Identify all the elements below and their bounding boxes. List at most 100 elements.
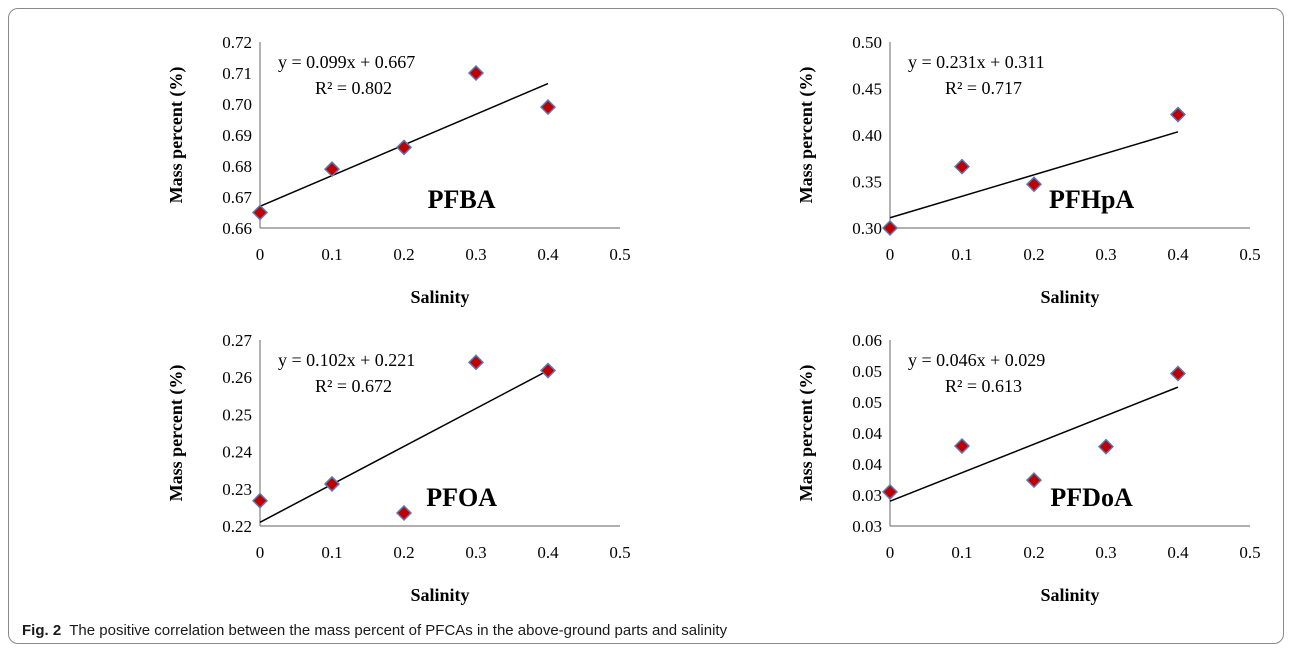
- data-point: [539, 99, 557, 116]
- data-point: [881, 483, 899, 500]
- y-axis-title: Mass percent (%): [166, 365, 187, 502]
- x-tick-label: 0.4: [1167, 245, 1189, 264]
- x-tick-label: 0.3: [1095, 543, 1116, 562]
- compound-name: PFBA: [428, 185, 496, 214]
- r-squared: R² = 0.613: [945, 376, 1022, 396]
- y-tick-label: 0.05: [852, 393, 882, 412]
- trendline: [889, 131, 1179, 219]
- y-tick-label: 0.71: [222, 64, 252, 83]
- chart-svg: 0.03 0.03 0.04 0.04 0.05 0.05 0.06 0 0.1 0.2 0.3 0.…: [796, 331, 1261, 605]
- x-tick-label: 0: [886, 245, 895, 264]
- y-tick-label: 0.68: [222, 157, 252, 176]
- x-tick-label: 0.1: [321, 245, 342, 264]
- x-axis-title: Salinity: [1040, 287, 1099, 307]
- x-tick-label: 0.5: [609, 245, 630, 264]
- trendline: [259, 369, 549, 523]
- y-axis-title: Mass percent (%): [166, 67, 187, 204]
- data-point: [953, 437, 971, 455]
- r-squared: R² = 0.717: [945, 78, 1022, 98]
- figure-frame: [8, 8, 1284, 644]
- y-tick-label: 0.23: [222, 480, 252, 499]
- data-point: [1169, 106, 1187, 123]
- x-tick-label: 0.1: [321, 543, 342, 562]
- y-tick-label: 0.70: [222, 95, 252, 114]
- x-tick-label: 0.5: [609, 543, 630, 562]
- r-squared: R² = 0.672: [315, 376, 392, 396]
- chart-pfoa: 0.22 0.23 0.24 0.25 0.26 0.27 0 0.1 0.2 0.3 0.4 0.5…: [20, 320, 640, 625]
- y-axis-title: Mass percent (%): [796, 365, 817, 502]
- data-point: [251, 204, 269, 221]
- y-tick-label: 0.26: [222, 368, 252, 387]
- data-point: [395, 139, 413, 156]
- x-tick-label: 0.3: [1095, 245, 1116, 264]
- x-tick-label: 0: [256, 543, 265, 562]
- data-point: [395, 504, 413, 522]
- x-tick-label: 0.4: [1167, 543, 1189, 562]
- y-tick-label: 0.03: [852, 486, 882, 505]
- data-point: [881, 219, 899, 237]
- r-squared: R² = 0.802: [315, 78, 392, 98]
- trend-equation: y = 0.099x + 0.667: [278, 52, 415, 72]
- x-tick-label: 0.3: [465, 543, 486, 562]
- caption-text: The positive correlation between the mas…: [69, 622, 728, 639]
- y-tick-label: 0.40: [852, 126, 882, 145]
- y-tick-label: 0.25: [222, 405, 252, 424]
- trend-equation: y = 0.046x + 0.029: [908, 350, 1045, 370]
- x-axis-title: Salinity: [410, 585, 469, 605]
- x-axis-title: Salinity: [1040, 585, 1099, 605]
- chart-svg: 0.22 0.23 0.24 0.25 0.26 0.27 0 0.1 0.2 0.3 0.4 0.5…: [166, 331, 631, 605]
- y-tick-label: 0.50: [852, 33, 882, 52]
- x-tick-label: 0.4: [537, 543, 559, 562]
- x-tick-label: 0.2: [1023, 543, 1044, 562]
- data-point: [1025, 176, 1043, 193]
- x-tick-label: 0.2: [1023, 245, 1044, 264]
- y-tick-label: 0.06: [852, 331, 882, 350]
- x-tick-label: 0.4: [537, 245, 559, 264]
- data-point: [539, 362, 557, 379]
- figure-caption: Fig. 2 The positive correlation between …: [22, 622, 727, 639]
- compound-name: PFOA: [426, 483, 497, 512]
- chart-svg: 0.30 0.35 0.40 0.45 0.50 0 0.1 0.2 0.3 0.4 0.5 Sali…: [796, 33, 1261, 307]
- data-point: [323, 475, 341, 493]
- trendline: [889, 386, 1179, 502]
- data-point: [251, 492, 269, 509]
- y-tick-label: 0.35: [852, 173, 882, 192]
- data-point: [323, 161, 341, 178]
- x-tick-label: 0.1: [951, 245, 972, 264]
- compound-name: PFHpA: [1049, 185, 1134, 214]
- y-tick-label: 0.05: [852, 362, 882, 381]
- x-tick-label: 0.1: [951, 543, 972, 562]
- x-axis-title: Salinity: [410, 287, 469, 307]
- x-tick-label: 0: [256, 245, 265, 264]
- y-tick-label: 0.45: [852, 80, 882, 99]
- data-point: [1025, 472, 1043, 489]
- x-tick-label: 0.2: [393, 245, 414, 264]
- y-axis-title: Mass percent (%): [796, 67, 817, 204]
- y-tick-label: 0.03: [852, 517, 882, 536]
- y-tick-label: 0.69: [222, 126, 252, 145]
- x-tick-label: 0.2: [393, 543, 414, 562]
- x-tick-label: 0.3: [465, 245, 486, 264]
- x-tick-label: 0.5: [1239, 543, 1260, 562]
- chart-svg: 0.66 0.67 0.68 0.69 0.70 0.71 0.72 0 0.1 0.2 0.3 0.…: [166, 33, 631, 307]
- data-point: [467, 354, 485, 371]
- y-tick-label: 0.67: [222, 188, 252, 207]
- data-point: [1097, 438, 1115, 455]
- data-point: [953, 158, 971, 175]
- chart-pfdoa: 0.03 0.03 0.04 0.04 0.05 0.05 0.06 0 0.1 0.2 0.3 0.…: [650, 320, 1270, 625]
- y-tick-label: 0.30: [852, 219, 882, 238]
- chart-pfhpa: 0.30 0.35 0.40 0.45 0.50 0 0.1 0.2 0.3 0.4 0.5 Sali…: [650, 22, 1270, 327]
- x-tick-label: 0: [886, 543, 895, 562]
- y-tick-label: 0.04: [852, 424, 882, 443]
- y-tick-label: 0.22: [222, 517, 252, 536]
- trend-equation: y = 0.102x + 0.221: [278, 350, 415, 370]
- data-point: [467, 64, 485, 82]
- x-tick-label: 0.5: [1239, 245, 1260, 264]
- y-tick-label: 0.72: [222, 33, 252, 52]
- y-tick-label: 0.24: [222, 443, 252, 462]
- compound-name: PFDoA: [1050, 483, 1133, 512]
- y-tick-label: 0.27: [222, 331, 252, 350]
- chart-pfba: 0.66 0.67 0.68 0.69 0.70 0.71 0.72 0 0.1 0.2 0.3 0.…: [20, 22, 640, 327]
- caption-label: Fig. 2: [22, 622, 62, 639]
- y-tick-label: 0.04: [852, 455, 882, 474]
